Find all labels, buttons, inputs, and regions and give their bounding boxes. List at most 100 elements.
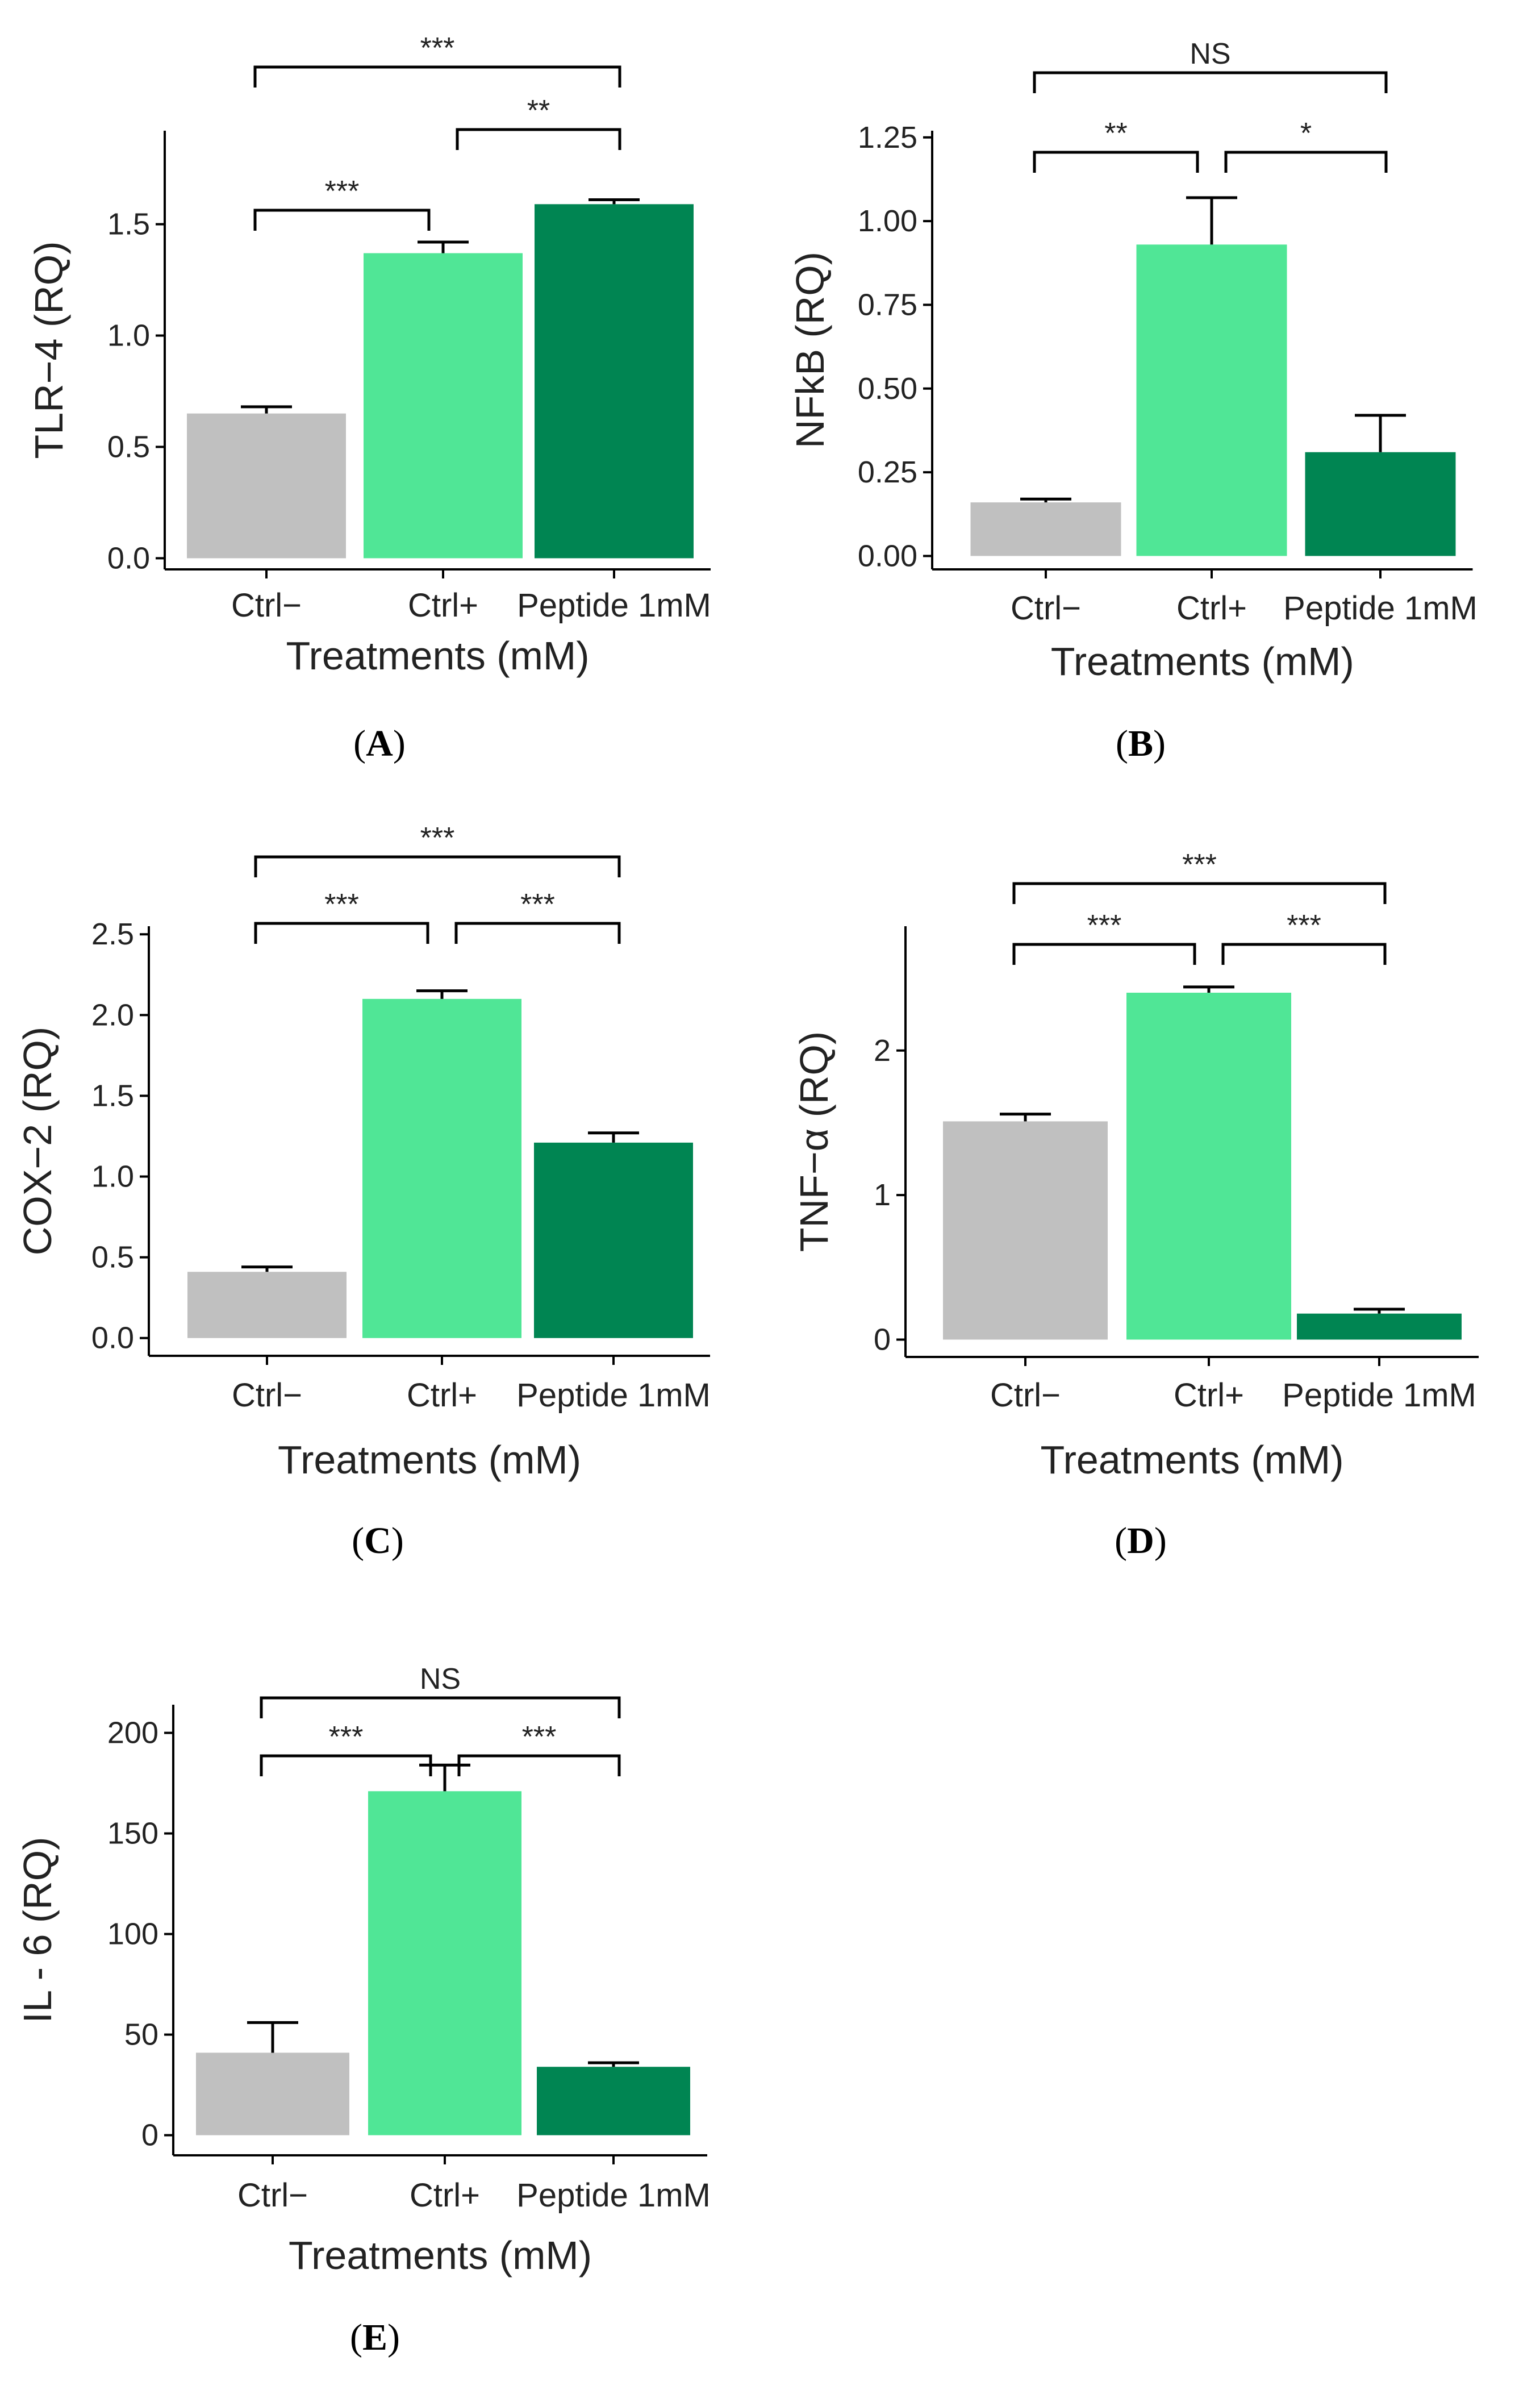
y-tick-label: 1.25 bbox=[858, 120, 917, 155]
significance-bracket bbox=[1224, 151, 1388, 173]
x-tick-label-ctrl-plus: Ctrl+ bbox=[407, 1377, 477, 1414]
significance-label: * bbox=[1300, 117, 1312, 150]
x-tick-label-peptide-1mm: Peptide 1mM bbox=[1282, 1377, 1476, 1414]
bar-ctrl-plus bbox=[362, 998, 521, 1338]
bar-ctrl-minus bbox=[187, 1272, 347, 1338]
y-axis-title: NFkB (RQ) bbox=[788, 252, 832, 448]
x-tick-label-ctrl-minus: Ctrl− bbox=[1011, 590, 1081, 627]
significance-bracket bbox=[1221, 943, 1387, 965]
caption-close-paren: ) bbox=[1153, 723, 1166, 764]
y-axis-title: COX−2 (RQ) bbox=[15, 1027, 60, 1256]
y-tick-label: 100 bbox=[107, 1917, 158, 1951]
x-tick-label-peptide-1mm: Peptide 1mM bbox=[517, 587, 711, 624]
caption-close-paren: ) bbox=[393, 723, 406, 764]
x-tick-label-ctrl-plus: Ctrl+ bbox=[408, 587, 478, 624]
x-axis-title: Treatments (mM) bbox=[286, 634, 589, 678]
significance-bracket bbox=[1033, 151, 1199, 173]
bar-ctrl-minus bbox=[187, 413, 346, 559]
bar-ctrl-plus bbox=[1136, 244, 1287, 556]
y-tick-label: 1.0 bbox=[91, 1160, 134, 1194]
y-axis-title: TNF−α (RQ) bbox=[792, 1031, 836, 1252]
x-tick-label-peptide-1mm: Peptide 1mM bbox=[1283, 590, 1478, 627]
bar-peptide-1mm bbox=[535, 204, 694, 559]
significance-bracket bbox=[1012, 882, 1387, 904]
caption-letter: C bbox=[364, 1520, 391, 1562]
panel-b: 0.00 0.25 0.50 0.75 1.00 1.25 Ctrl− Ctrl+ Peptid… bbox=[788, 38, 1478, 764]
x-tick-label-ctrl-minus: Ctrl− bbox=[232, 1377, 302, 1414]
x-axis-title: Treatments (mM) bbox=[1040, 1438, 1343, 1482]
significance-bracket bbox=[454, 922, 621, 944]
bar-ctrl-minus bbox=[196, 2052, 349, 2135]
significance-bracket bbox=[253, 209, 431, 231]
significance-bracket bbox=[260, 1696, 621, 1718]
significance-label: *** bbox=[522, 1721, 557, 1754]
panel-caption: (C) bbox=[352, 1520, 404, 1562]
x-tick-label-ctrl-plus: Ctrl+ bbox=[1174, 1377, 1244, 1414]
y-axis-title: TLR−4 (RQ) bbox=[27, 241, 71, 459]
y-tick-label: 0.0 bbox=[107, 541, 150, 575]
caption-letter: D bbox=[1127, 1520, 1154, 1562]
y-tick-label: 0.25 bbox=[858, 455, 917, 489]
panel-caption: (E) bbox=[350, 2317, 400, 2358]
y-tick-label: 0.5 bbox=[107, 430, 150, 464]
x-tick-label-ctrl-plus: Ctrl+ bbox=[1176, 590, 1247, 627]
panel-caption: (B) bbox=[1116, 723, 1166, 764]
x-tick-label-ctrl-minus: Ctrl− bbox=[237, 2177, 308, 2214]
panel-a: 0.0 0.5 1.0 1.5 Ctrl− Ctrl+ Peptide 1mM Treatme… bbox=[27, 32, 711, 764]
bar-peptide-1mm bbox=[1305, 452, 1456, 556]
y-tick-label: 0.50 bbox=[858, 372, 917, 406]
caption-open-paren: ( bbox=[1115, 1520, 1127, 1562]
bar-peptide-1mm bbox=[534, 1142, 693, 1338]
significance-label: NS bbox=[1190, 38, 1230, 70]
y-tick-label: 1.0 bbox=[107, 319, 150, 353]
caption-close-paren: ) bbox=[1154, 1520, 1167, 1562]
significance-label: ** bbox=[1104, 117, 1127, 150]
x-axis-title: Treatments (mM) bbox=[278, 1438, 581, 1482]
y-tick-label: 1.5 bbox=[91, 1079, 134, 1113]
significance-label: *** bbox=[1182, 848, 1217, 881]
caption-close-paren: ) bbox=[391, 1520, 404, 1562]
panel-caption: (D) bbox=[1115, 1520, 1167, 1562]
bar-ctrl-minus bbox=[943, 1121, 1108, 1340]
caption-letter: A bbox=[366, 723, 393, 764]
significance-label: *** bbox=[329, 1721, 364, 1754]
y-tick-label: 0.5 bbox=[91, 1240, 134, 1275]
y-tick-label: 2.5 bbox=[91, 917, 134, 951]
y-tick-label: 1.5 bbox=[107, 207, 150, 242]
x-tick-label-peptide-1mm: Peptide 1mM bbox=[516, 1377, 711, 1414]
y-tick-label: 1 bbox=[874, 1178, 891, 1212]
y-tick-label: 0 bbox=[874, 1322, 891, 1356]
y-tick-label: 0.0 bbox=[91, 1321, 134, 1355]
significance-bracket bbox=[1033, 71, 1388, 93]
significance-label: *** bbox=[1087, 909, 1122, 942]
significance-label: *** bbox=[324, 888, 359, 921]
panel-d: 0 1 2 Ctrl− Ctrl+ Peptide 1mM Treatments (mM) T… bbox=[792, 848, 1479, 1562]
significance-label: *** bbox=[520, 888, 555, 921]
x-axis-title: Treatments (mM) bbox=[289, 2233, 592, 2277]
caption-open-paren: ( bbox=[352, 1520, 364, 1562]
significance-bracket bbox=[253, 65, 621, 88]
y-tick-label: 50 bbox=[124, 2018, 158, 2052]
y-tick-label: 0.75 bbox=[858, 288, 917, 322]
y-tick-label: 0.00 bbox=[858, 539, 917, 573]
y-tick-label: 2 bbox=[874, 1034, 891, 1068]
y-tick-label: 2.0 bbox=[91, 998, 134, 1032]
caption-close-paren: ) bbox=[387, 2317, 400, 2358]
x-tick-label-peptide-1mm: Peptide 1mM bbox=[516, 2177, 711, 2214]
y-axis-title: IL - 6 (RQ) bbox=[15, 1837, 60, 2023]
bar-ctrl-plus bbox=[368, 1791, 521, 2135]
bar-ctrl-minus bbox=[970, 502, 1121, 556]
x-tick-label-ctrl-minus: Ctrl− bbox=[990, 1377, 1061, 1414]
caption-letter: B bbox=[1128, 723, 1153, 764]
caption-open-paren: ( bbox=[353, 723, 366, 764]
caption-letter: E bbox=[362, 2317, 387, 2358]
bar-ctrl-plus bbox=[364, 253, 523, 559]
significance-bracket bbox=[456, 128, 621, 150]
y-tick-label: 150 bbox=[107, 1817, 158, 1851]
panel-c: 0.0 0.5 1.0 1.5 2.0 2.5 Ctrl− Ctrl+ Peptide 1mM T… bbox=[15, 822, 711, 1562]
bar-ctrl-plus bbox=[1126, 993, 1291, 1340]
caption-open-paren: ( bbox=[350, 2317, 362, 2358]
significance-bracket bbox=[260, 1754, 432, 1776]
x-tick-label-ctrl-minus: Ctrl− bbox=[231, 587, 302, 624]
